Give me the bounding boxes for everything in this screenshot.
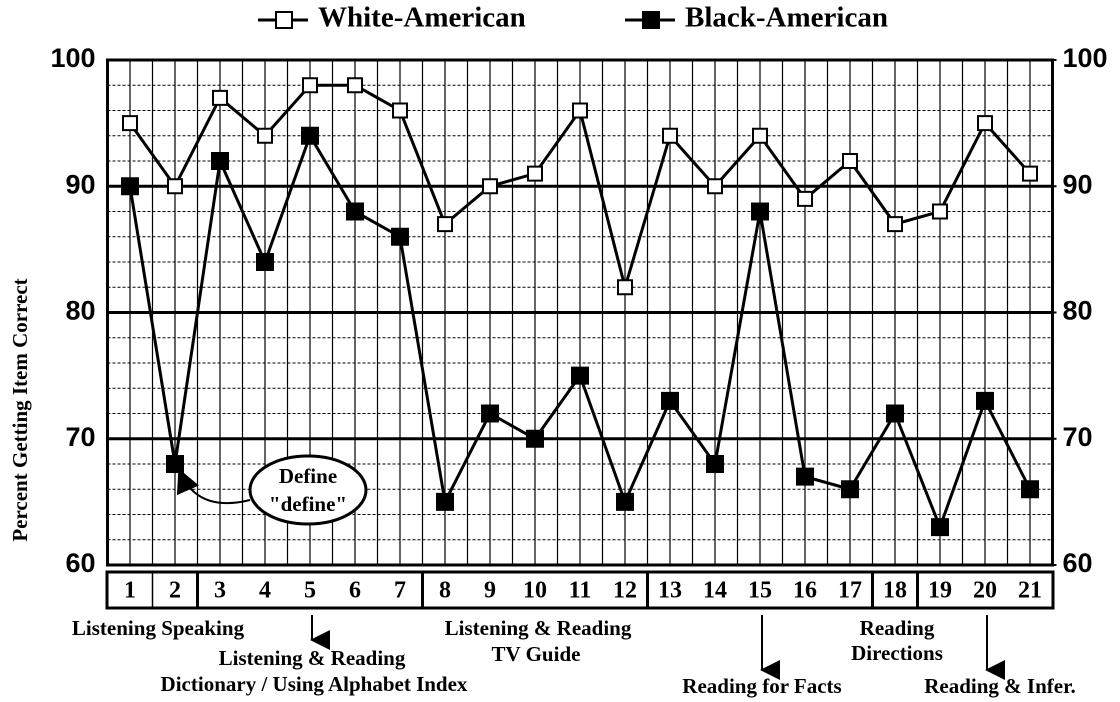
x-tick-label: 19 (928, 578, 952, 604)
y2-tick-label: 70 (1063, 422, 1093, 452)
data-point (796, 467, 814, 486)
data-point (977, 115, 993, 132)
y2-tick-label: 60 (1063, 548, 1093, 578)
data-point (572, 102, 588, 119)
annotation: TV Guide (492, 642, 581, 666)
data-point (886, 404, 904, 423)
plot-frame (106, 58, 1054, 567)
data-point (166, 455, 184, 473)
data-point (662, 127, 678, 144)
legend-label: White-American (318, 2, 526, 34)
data-point (707, 178, 723, 195)
data-point (212, 89, 228, 106)
y-tick-label: 60 (65, 548, 95, 578)
data-point (1022, 165, 1038, 182)
data-point (167, 178, 183, 195)
x-tick-label: 8 (439, 578, 451, 604)
data-point (391, 227, 409, 246)
x-tick-label: 4 (259, 578, 271, 604)
data-point (211, 152, 229, 170)
data-point (257, 127, 273, 144)
data-point (841, 480, 859, 499)
x-tick-label: 9 (484, 578, 496, 604)
y2-tick-label: 100 (1063, 43, 1108, 73)
data-point (797, 190, 813, 207)
x-tick-label: 17 (838, 578, 862, 604)
y2-tick-label: 80 (1063, 296, 1093, 326)
data-point (347, 77, 363, 94)
x-tick-label: 20 (973, 578, 997, 604)
annotation: Listening Speaking (72, 616, 245, 640)
x-tick-label: 12 (613, 578, 637, 604)
y-tick-label: 90 (65, 169, 95, 199)
data-point (301, 126, 319, 145)
x-tick-label: 7 (394, 578, 406, 604)
data-point (842, 153, 858, 169)
y-axis-label: Percent Getting Item Correct (8, 278, 32, 541)
data-point (616, 492, 634, 511)
callout-arrow (176, 468, 251, 505)
legend-label: Black-American (685, 2, 888, 34)
x-tick-label: 5 (304, 578, 316, 604)
x-tick-label: 14 (703, 578, 727, 604)
category-box (105, 570, 1055, 610)
x-tick-label: 13 (658, 578, 682, 604)
legend-marker (275, 11, 293, 29)
x-tick-label: 15 (748, 578, 772, 604)
data-point (661, 391, 679, 410)
data-point (437, 216, 453, 233)
data-point (706, 455, 724, 473)
data-point (122, 115, 138, 132)
annotation: Dictionary / Using Alphabet Index (161, 672, 468, 696)
x-tick-label: 18 (883, 578, 907, 604)
x-tick-label: 6 (349, 578, 361, 604)
y-tick-label: 70 (65, 422, 95, 452)
data-point (346, 202, 364, 221)
data-point (751, 202, 769, 221)
annotation: Directions (851, 641, 943, 665)
data-point (887, 216, 903, 233)
annotation: Listening & Reading (219, 646, 406, 670)
annotation: Listening & Reading (445, 616, 632, 640)
y-tick-label: 100 (50, 43, 95, 73)
data-point (1021, 480, 1039, 499)
data-point (527, 165, 543, 182)
callout (248, 454, 368, 526)
x-tick-label: 11 (569, 578, 592, 604)
legend-marker (642, 11, 660, 29)
data-point (121, 177, 139, 196)
data-point (571, 366, 589, 385)
x-tick-label: 10 (523, 578, 547, 604)
annotation: Reading & Infer. (924, 674, 1075, 698)
x-tick-label: 3 (214, 578, 226, 604)
x-tick-label: 1 (124, 578, 136, 604)
annotation: Define (279, 464, 337, 488)
data-point (302, 77, 318, 94)
y-tick-label: 80 (65, 296, 95, 326)
data-point (932, 203, 948, 220)
data-point (481, 404, 499, 423)
data-point (256, 253, 274, 271)
annotation: Reading for Facts (682, 674, 841, 698)
annotation: Reading (860, 616, 935, 640)
data-point (617, 279, 633, 296)
decorations (105, 570, 1055, 680)
y2-tick-label: 90 (1063, 169, 1093, 199)
data-point (752, 127, 768, 144)
x-tick-label: 2 (169, 578, 181, 604)
data-point (436, 492, 454, 511)
data-point (392, 102, 408, 119)
x-tick-label: 21 (1018, 578, 1042, 604)
annotation: "define" (269, 492, 347, 516)
data-point (482, 178, 498, 195)
data-point (526, 429, 544, 448)
data-point (976, 391, 994, 410)
data-point (931, 518, 949, 537)
x-tick-label: 16 (793, 578, 817, 604)
